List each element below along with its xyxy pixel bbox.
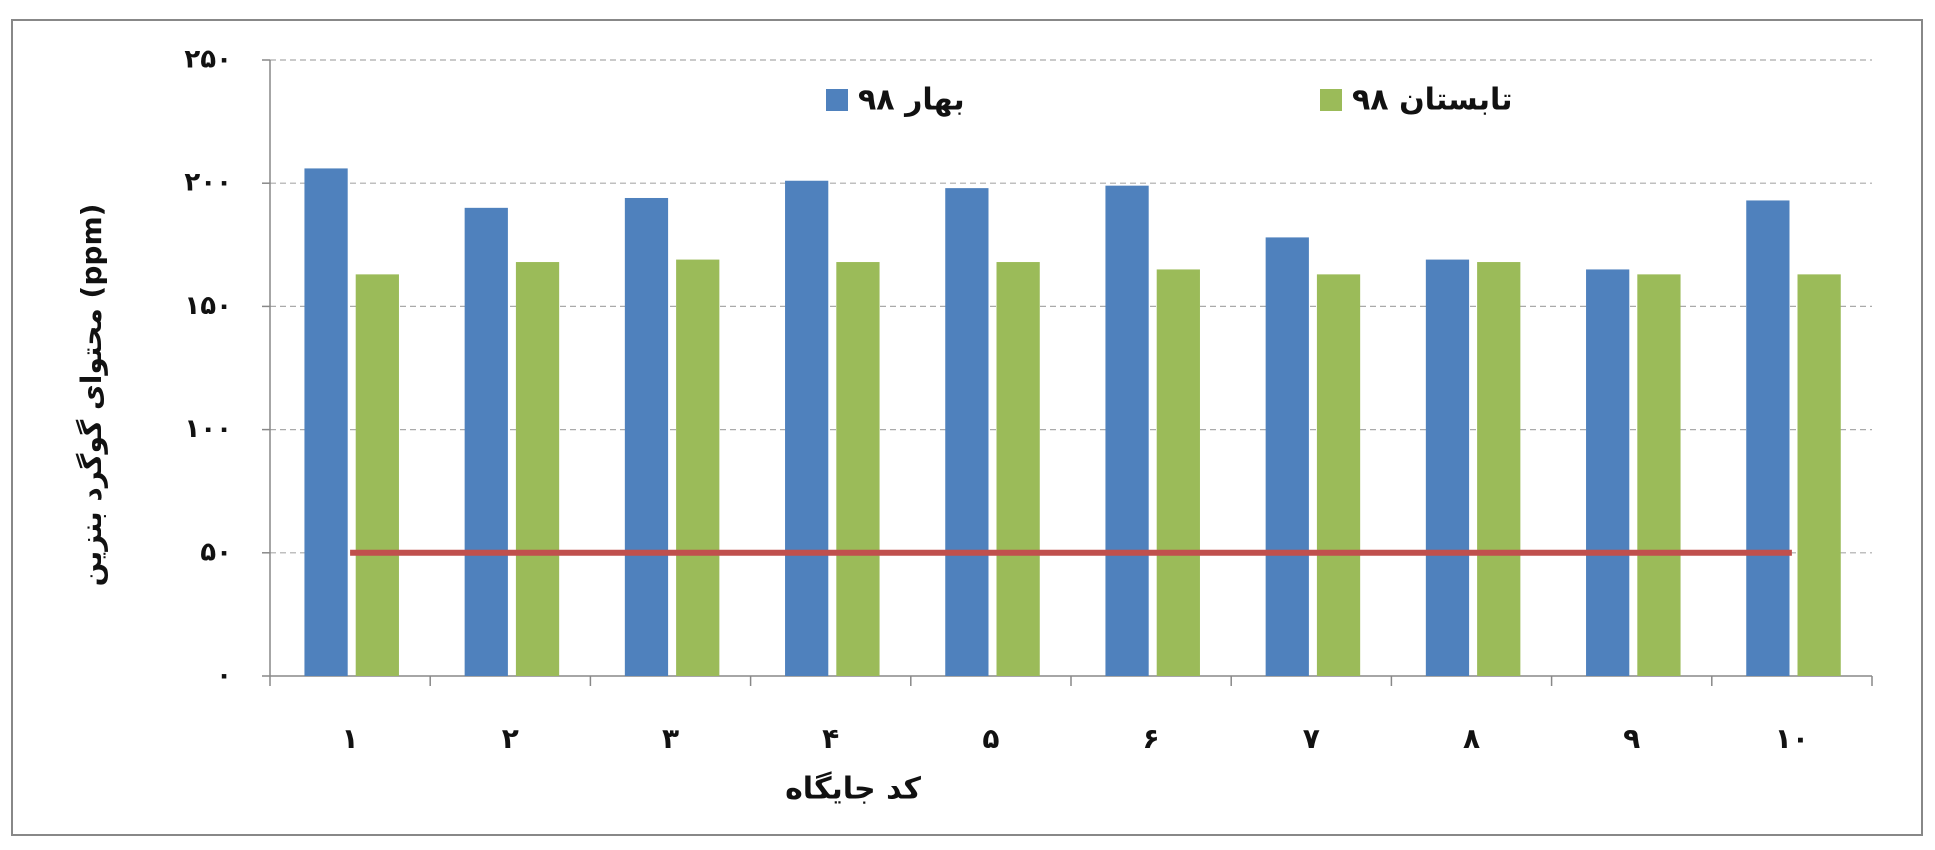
bar <box>1316 274 1361 676</box>
bar <box>676 259 720 676</box>
y-axis-title: محتوای گوگرد بنزین (ppm) <box>75 204 108 587</box>
bar <box>304 168 348 676</box>
bar <box>1477 262 1521 676</box>
bar <box>1156 269 1200 676</box>
x-tick-label: ۵ <box>982 722 999 755</box>
bar <box>624 197 669 676</box>
bar <box>1746 200 1790 676</box>
x-tick-label: ۷ <box>1303 722 1320 755</box>
bar <box>1105 185 1149 676</box>
x-tick-label: ۹ <box>1623 722 1640 755</box>
bar <box>996 262 1040 676</box>
x-tick-label: ۱ <box>342 722 359 755</box>
x-tick-label: ۱۰ <box>1775 722 1809 755</box>
x-tick-label: ۳ <box>662 722 679 755</box>
x-axis-title: کد جایگاه <box>785 771 921 807</box>
legend-label: تابستان ۹۸ <box>1352 83 1513 118</box>
y-tick-label: ۲۰۰ <box>184 168 232 198</box>
y-tick-label: ۲۵۰ <box>184 45 232 75</box>
y-tick-label: ۱۵۰ <box>184 291 232 321</box>
x-tick-label: ۴ <box>822 722 839 755</box>
y-tick-label: ۵۰ <box>200 537 232 567</box>
legend-label: بهار ۹۸ <box>858 83 965 118</box>
bar <box>515 262 560 676</box>
bar <box>1425 259 1470 676</box>
bar <box>1586 269 1630 676</box>
bar <box>1797 274 1841 676</box>
x-tick-label: ۸ <box>1463 722 1480 755</box>
bar <box>836 262 880 676</box>
x-tick-label: ۲ <box>502 722 519 755</box>
legend-swatch <box>826 89 848 111</box>
bar <box>945 188 989 677</box>
bar <box>785 180 829 676</box>
bar <box>1637 274 1681 676</box>
x-tick-label: ۶ <box>1143 722 1160 755</box>
y-tick-label: ۱۰۰ <box>184 414 232 444</box>
bar <box>464 207 508 676</box>
bar <box>355 274 399 676</box>
y-tick-label: ۰ <box>216 661 232 691</box>
legend-swatch <box>1320 89 1342 111</box>
bar <box>1265 237 1309 676</box>
